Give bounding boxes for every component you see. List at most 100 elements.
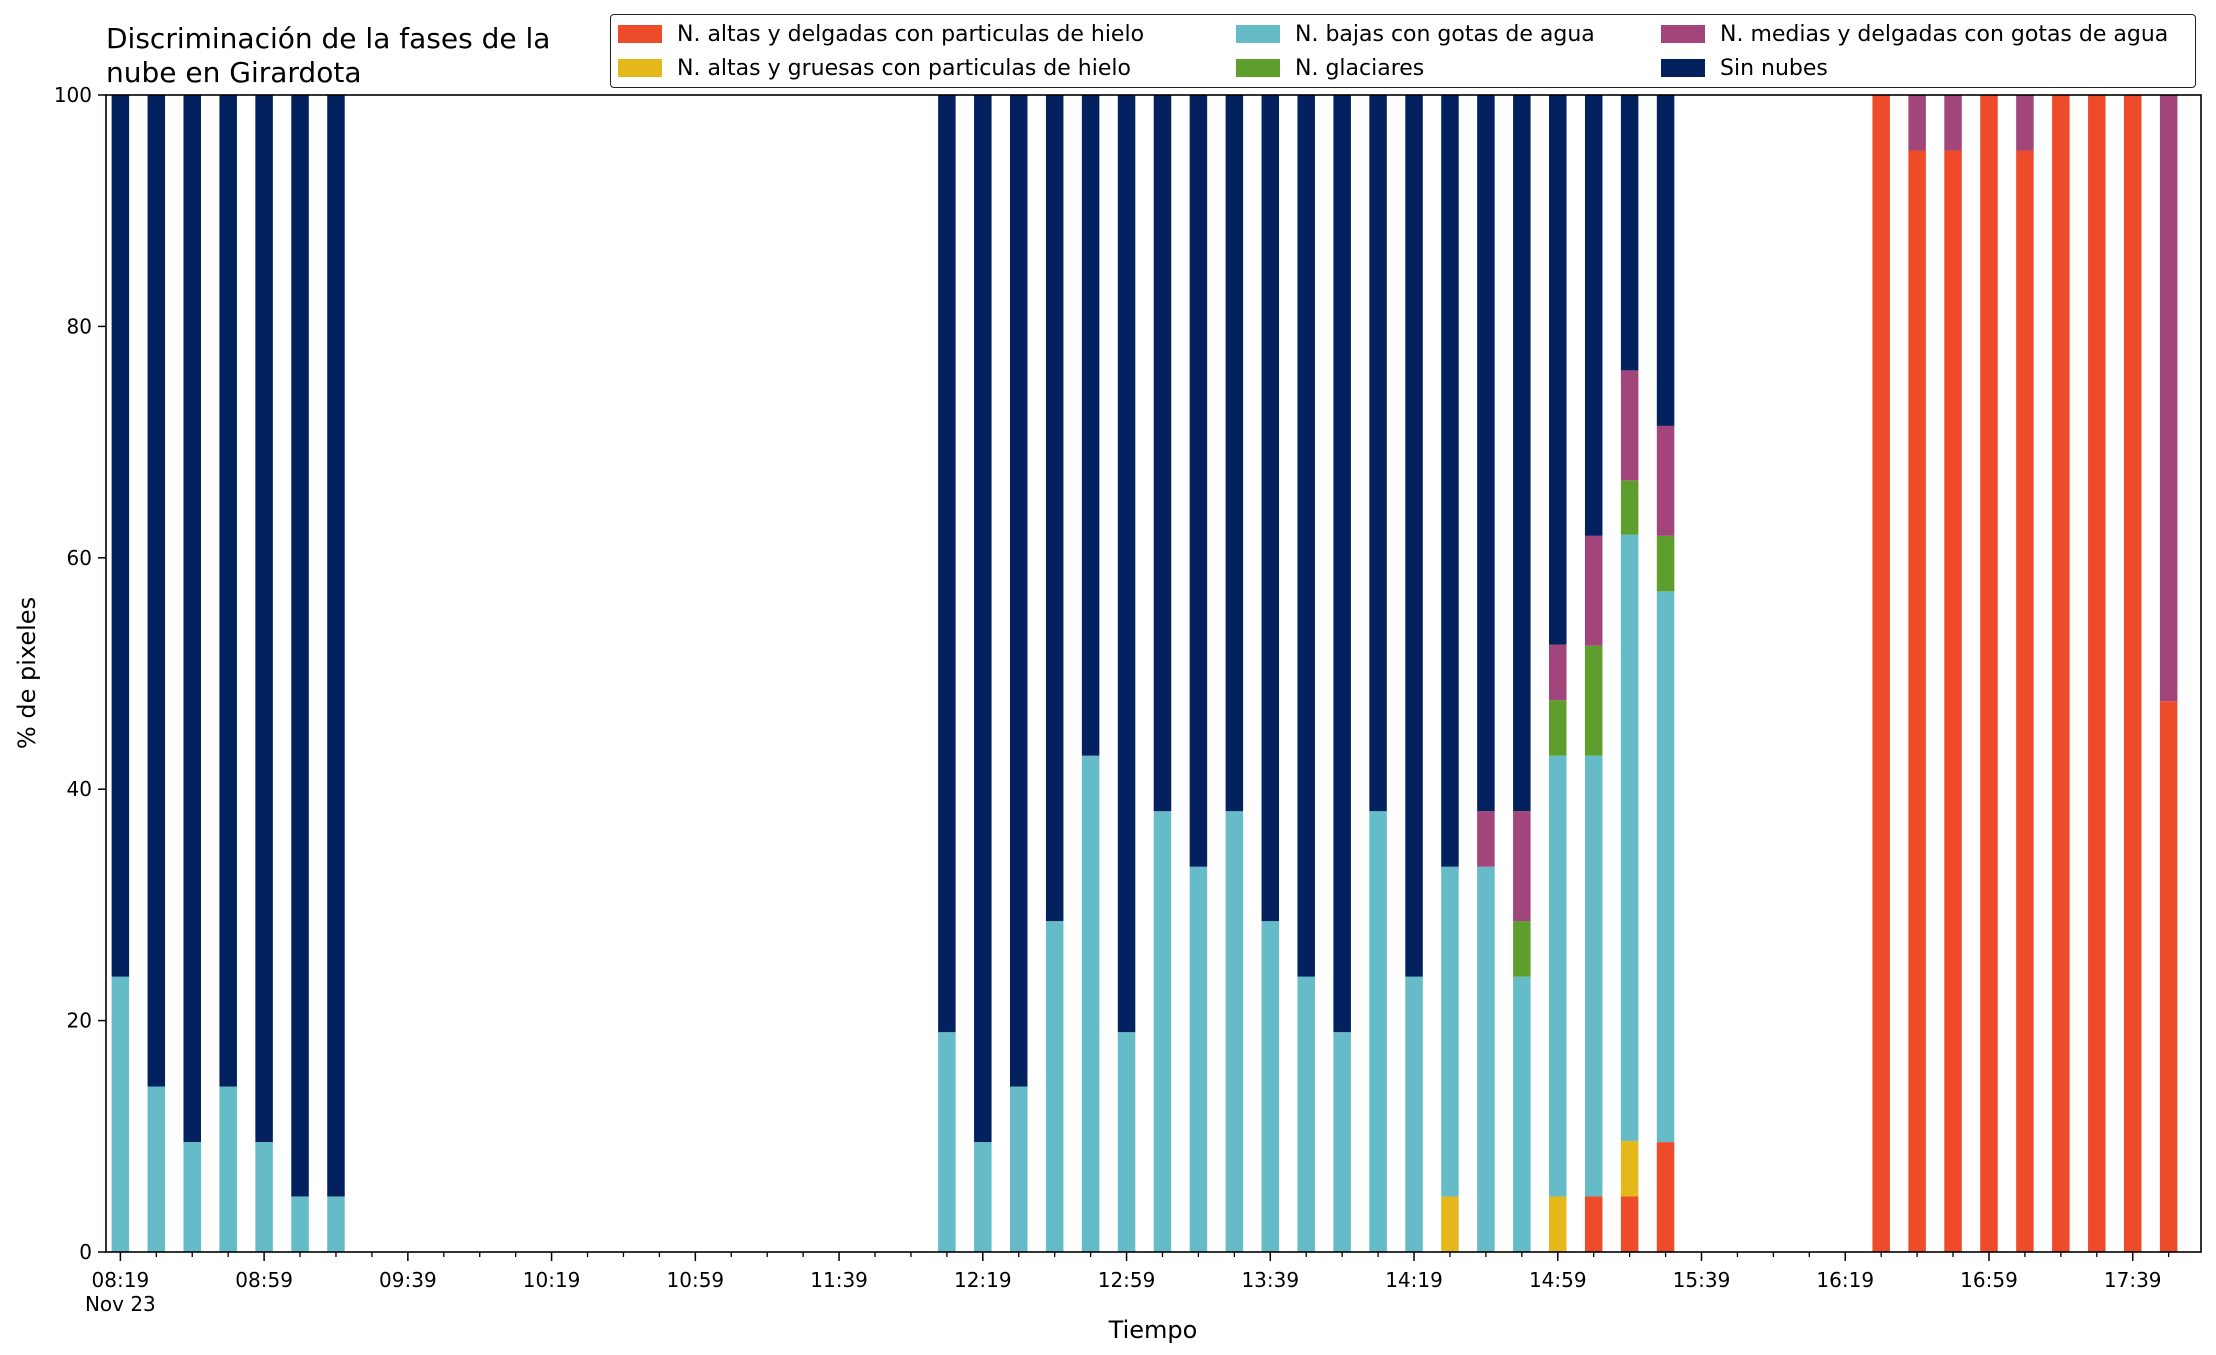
bar-segment — [1189, 866, 1208, 1252]
x-tick-label: 14:59 — [1529, 1268, 1587, 1292]
bar-segment — [1620, 534, 1639, 1141]
bar-segment — [1297, 976, 1315, 1252]
x-tick-label: 16:19 — [1816, 1268, 1874, 1292]
x-tick-label: 12:59 — [1098, 1268, 1156, 1292]
bar-segment — [1656, 535, 1675, 592]
x-tick-label: 10:19 — [523, 1268, 581, 1292]
x-tick-label: 16:59 — [1960, 1268, 2018, 1292]
bar-segment — [2016, 150, 2034, 1252]
y-tick-label: 60 — [67, 546, 92, 570]
x-tick-label: 08:59 — [235, 1268, 293, 1292]
bar-segment — [1369, 95, 1387, 812]
legend-item-bajas: N. bajas con gotas de agua — [1236, 19, 1595, 49]
x-tick-label: 14:19 — [1385, 1268, 1443, 1292]
legend-label: N. medias y delgadas con gotas de agua — [1720, 21, 2169, 47]
bar-segment — [1009, 95, 1028, 1087]
bar-segment — [1549, 1196, 1567, 1252]
bar-segment — [1297, 95, 1315, 977]
legend-item-altas-gruesas: N. altas y gruesas con particulas de hie… — [618, 53, 1131, 83]
bar-segment — [1584, 645, 1603, 756]
bar-segment — [1441, 866, 1459, 1197]
x-tick-sublabel: Nov 23 — [85, 1292, 156, 1316]
bar-segment — [327, 1196, 345, 1252]
bar-segment — [1369, 811, 1387, 1252]
axes-frame — [105, 94, 2202, 1253]
bar-segment — [1549, 644, 1567, 701]
bar-segment — [1620, 1196, 1639, 1252]
legend-label: N. bajas con gotas de agua — [1295, 21, 1595, 47]
bar-segment — [1261, 95, 1280, 922]
bar-segment — [1117, 1032, 1136, 1252]
bar-segment — [1549, 755, 1567, 1197]
x-tick-label: 11:39 — [810, 1268, 868, 1292]
bar-segment — [255, 95, 273, 1143]
bar-segment — [1584, 1196, 1603, 1252]
bar-segment — [1513, 811, 1531, 922]
bar-segment — [2088, 95, 2106, 1252]
y-tick-label: 40 — [67, 777, 92, 801]
bar-segment — [1872, 95, 1890, 1252]
bar-segment — [2123, 95, 2142, 1252]
bar-segment — [1620, 480, 1639, 535]
bar-segment — [1584, 95, 1603, 536]
bar-segment — [1333, 1032, 1351, 1252]
bar-segment — [938, 95, 956, 1033]
bar-segment — [111, 95, 130, 977]
x-tick-label: 13:39 — [1241, 1268, 1299, 1292]
legend-label: N. altas y delgadas con particulas de hi… — [677, 21, 1145, 47]
bar-segment — [1477, 95, 1495, 812]
bar-segment — [183, 1142, 201, 1252]
y-tick-label: 100 — [54, 83, 92, 107]
bar-segment — [1620, 370, 1639, 481]
bar-segment — [1513, 921, 1531, 977]
legend-item-altas-delgadas: N. altas y delgadas con particulas de hi… — [618, 19, 1144, 49]
bar-segment — [2159, 95, 2178, 702]
chart-title-line-2: nube en Girardota — [106, 56, 362, 89]
x-axis-label: Tiempo — [1108, 1316, 1198, 1344]
x-tick-label: 12:19 — [954, 1268, 1012, 1292]
bar-segment — [1045, 921, 1064, 1252]
bar-segment — [1153, 95, 1172, 812]
bar-segment — [974, 1142, 992, 1252]
bar-segment — [111, 976, 130, 1252]
legend-item-glaciares: N. glaciares — [1236, 53, 1424, 83]
bar-segment — [1045, 95, 1064, 922]
bar-segment — [1405, 976, 1423, 1252]
x-tick-label: 10:59 — [667, 1268, 725, 1292]
bar-segment — [291, 1196, 309, 1252]
bar-segment — [219, 95, 237, 1087]
bar-segment — [1405, 95, 1423, 977]
x-tick-label: 17:39 — [2104, 1268, 2162, 1292]
bar-segment — [1549, 95, 1567, 645]
bar-segment — [1513, 976, 1531, 1252]
bar-segment — [1081, 755, 1100, 1252]
bar-segment — [2159, 701, 2178, 1252]
x-tick-label: 15:39 — [1673, 1268, 1731, 1292]
bar-segment — [1584, 755, 1603, 1197]
bar-segment — [147, 1086, 166, 1252]
bar-segment — [1944, 150, 1962, 1252]
bar-segment — [1944, 95, 1962, 151]
bar-segment — [1189, 95, 1208, 867]
legend-swatch — [1661, 59, 1705, 77]
bar-segment — [1656, 425, 1675, 536]
bar-segment — [291, 95, 309, 1197]
bar-segment — [2052, 95, 2070, 1252]
bar-segment — [1333, 95, 1351, 1033]
bar-segment — [1656, 1142, 1675, 1252]
bar-segment — [219, 1086, 237, 1252]
bar-segment — [1980, 95, 1998, 1252]
bar-segment — [1225, 811, 1244, 1252]
legend-swatch — [618, 59, 662, 77]
bar-segment — [1513, 95, 1531, 812]
bar-segment — [1620, 95, 1639, 371]
legend-label: N. glaciares — [1295, 55, 1425, 81]
bar-segment — [1656, 591, 1675, 1143]
bar-segment — [327, 95, 345, 1197]
legend-swatch — [1236, 59, 1280, 77]
bar-segment — [183, 95, 201, 1143]
bar-segment — [1908, 95, 1926, 151]
y-axis-label: % de pixeles — [13, 597, 41, 749]
